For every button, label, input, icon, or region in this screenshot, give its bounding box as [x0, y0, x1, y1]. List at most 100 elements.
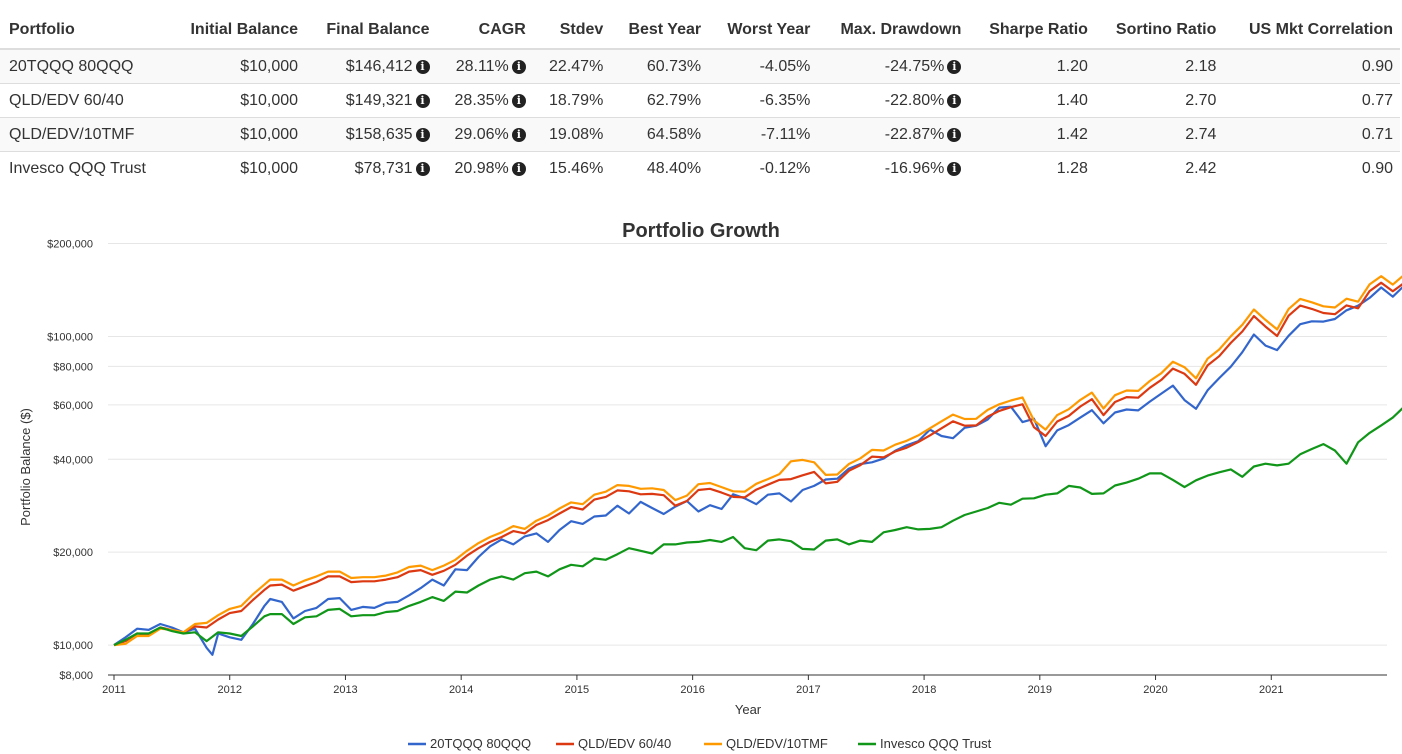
cell-final-balance: $78,731 i: [305, 151, 437, 185]
col-header-sharpe-ratio: Sharpe Ratio: [968, 12, 1095, 50]
cell-final-balance: $146,412 i: [305, 48, 437, 84]
info-circle-icon[interactable]: i: [947, 93, 962, 108]
y-tick-label: $8,000: [59, 670, 93, 682]
info-circle-icon[interactable]: i: [947, 59, 962, 74]
legend-label: Invesco QQQ Trust: [880, 736, 992, 751]
info-circle-icon[interactable]: i: [415, 59, 430, 74]
cell-stdev: 19.08%: [532, 117, 611, 152]
legend-item[interactable]: Invesco QQQ Trust: [858, 736, 992, 751]
x-tick-label: 2021: [1259, 684, 1283, 696]
cell-us-mkt-correlation: 0.90: [1223, 151, 1400, 185]
info-circle-icon[interactable]: i: [511, 59, 526, 74]
info-circle-icon[interactable]: i: [511, 161, 526, 176]
legend-item[interactable]: 20TQQQ 80QQQ: [408, 736, 531, 751]
x-tick-label: 2018: [912, 684, 936, 696]
legend-label: 20TQQQ 80QQQ: [430, 736, 531, 751]
cell-initial-balance: $10,000: [168, 151, 306, 185]
chart-legend: 20TQQQ 80QQQ QLD/EDV 60/40 QLD/EDV/10TMF In…: [408, 736, 992, 751]
col-header-us-mkt-correlation: US Mkt Correlation: [1223, 12, 1400, 50]
cell-initial-balance: $10,000: [168, 117, 306, 152]
cell-worst-year: -4.05%: [708, 48, 818, 84]
cell-stdev: 22.47%: [532, 48, 611, 84]
legend-item[interactable]: QLD/EDV 60/40: [556, 736, 671, 751]
x-axis-ticks: 2011 2012 2013 2014 2015 2016 2017 2018 2019 2020…: [102, 674, 1387, 696]
x-tick-label: 2014: [449, 684, 473, 696]
cell-worst-year: -7.11%: [708, 117, 818, 152]
series-lines: [113, 275, 1402, 656]
cell-best-year: 62.79%: [610, 83, 709, 118]
cell-initial-balance: $10,000: [168, 48, 306, 84]
cell-portfolio: QLD/EDV 60/40: [0, 83, 169, 118]
x-tick-label: 2020: [1143, 684, 1167, 696]
x-tick-label: 2013: [333, 684, 357, 696]
series-line-qld-edv-10tmf[interactable]: [113, 275, 1402, 647]
col-header-stdev: Stdev: [532, 12, 611, 50]
y-tick-label: $100,000: [47, 331, 93, 343]
cell-final-balance: $149,321 i: [305, 83, 437, 118]
y-tick-label: $40,000: [53, 454, 93, 466]
chart-title: Portfolio Growth: [622, 220, 780, 242]
cell-stdev: 18.79%: [532, 83, 611, 118]
table-row: 20TQQQ 80QQQ $10,000 $146,412 i 28.11% i 2…: [0, 48, 1400, 84]
cell-best-year: 60.73%: [610, 48, 709, 84]
cell-sortino-ratio: 2.74: [1094, 117, 1224, 152]
legend-item[interactable]: QLD/EDV/10TMF: [704, 736, 828, 751]
col-header-worst-year: Worst Year: [708, 12, 818, 50]
cell-us-mkt-correlation: 0.77: [1223, 83, 1400, 118]
portfolio-growth-chart: Portfolio Growth $8,000 $10,000 $20,000 $40…: [18, 220, 1402, 751]
cell-cagr: 28.35% i: [436, 83, 533, 118]
cell-sortino-ratio: 2.18: [1094, 48, 1224, 84]
series-line-qld-edv-60-40[interactable]: [113, 281, 1402, 647]
info-circle-icon[interactable]: i: [947, 161, 962, 176]
x-tick-label: 2015: [565, 684, 589, 696]
cell-max-drawdown: -16.96% i: [817, 151, 969, 185]
table-header-row: Portfolio Initial Balance Final Balance …: [0, 12, 1400, 50]
info-circle-icon[interactable]: i: [415, 161, 430, 176]
cell-stdev: 15.46%: [532, 151, 611, 185]
col-header-final-balance: Final Balance: [305, 12, 437, 50]
x-tick-label: 2017: [796, 684, 820, 696]
cell-worst-year: -0.12%: [708, 151, 818, 185]
col-header-sortino-ratio: Sortino Ratio: [1094, 12, 1224, 50]
cell-sharpe-ratio: 1.20: [968, 48, 1095, 84]
y-axis-title: Portfolio Balance ($): [18, 408, 33, 526]
portfolio-stats-table: Portfolio Initial Balance Final Balance …: [0, 12, 1400, 185]
cell-final-balance: $158,635 i: [305, 117, 437, 152]
table-row: Invesco QQQ Trust $10,000 $78,731 i 20.98…: [0, 151, 1400, 185]
cell-initial-balance: $10,000: [168, 83, 306, 118]
cell-us-mkt-correlation: 0.90: [1223, 48, 1400, 84]
table-row: QLD/EDV 60/40 $10,000 $149,321 i 28.35% i …: [0, 83, 1400, 118]
cell-worst-year: -6.35%: [708, 83, 818, 118]
legend-label: QLD/EDV/10TMF: [726, 736, 828, 751]
series-line-invesco-qqq-trust[interactable]: [113, 407, 1402, 647]
cell-max-drawdown: -22.87% i: [817, 117, 969, 152]
cell-portfolio: QLD/EDV/10TMF: [0, 117, 169, 152]
info-circle-icon[interactable]: i: [415, 93, 430, 108]
x-tick-label: 2012: [217, 684, 241, 696]
col-header-cagr: CAGR: [436, 12, 533, 50]
cell-max-drawdown: -24.75% i: [817, 48, 969, 84]
y-tick-label: $20,000: [53, 547, 93, 559]
info-circle-icon[interactable]: i: [511, 127, 526, 142]
info-circle-icon[interactable]: i: [415, 127, 430, 142]
cell-sharpe-ratio: 1.28: [968, 151, 1095, 185]
info-circle-icon[interactable]: i: [947, 127, 962, 142]
cell-sharpe-ratio: 1.40: [968, 83, 1095, 118]
col-header-portfolio: Portfolio: [0, 12, 169, 50]
cell-portfolio: Invesco QQQ Trust: [0, 151, 169, 185]
info-circle-icon[interactable]: i: [511, 93, 526, 108]
x-tick-label: 2019: [1028, 684, 1052, 696]
y-tick-label: $200,000: [47, 239, 93, 251]
col-header-max-drawdown: Max. Drawdown: [817, 12, 969, 50]
y-tick-label: $10,000: [53, 640, 93, 652]
cell-max-drawdown: -22.80% i: [817, 83, 969, 118]
table-row: QLD/EDV/10TMF $10,000 $158,635 i 29.06% i …: [0, 117, 1400, 152]
cell-cagr: 28.11% i: [436, 48, 533, 84]
cell-sortino-ratio: 2.42: [1094, 151, 1224, 185]
cell-us-mkt-correlation: 0.71: [1223, 117, 1400, 152]
cell-sortino-ratio: 2.70: [1094, 83, 1224, 118]
legend-label: QLD/EDV 60/40: [578, 736, 671, 751]
series-line-20tqqq-80qqq[interactable]: [113, 285, 1402, 656]
col-header-best-year: Best Year: [610, 12, 709, 50]
x-tick-label: 2016: [680, 684, 704, 696]
